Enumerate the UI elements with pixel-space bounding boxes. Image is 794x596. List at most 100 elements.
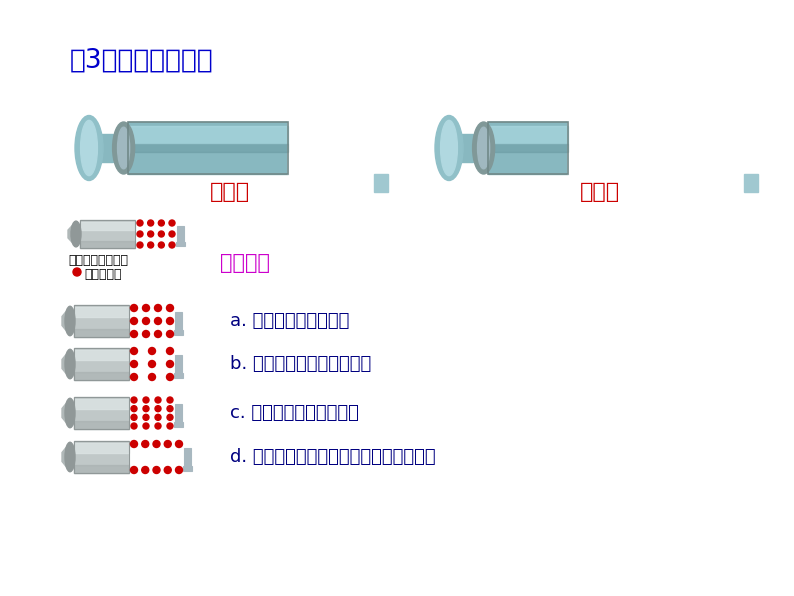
Circle shape [137,242,143,248]
Circle shape [167,331,174,337]
Circle shape [130,331,137,337]
Ellipse shape [118,127,129,169]
Bar [175,355,182,373]
Circle shape [142,318,149,324]
Circle shape [142,305,149,312]
Bar [94,135,113,162]
Circle shape [155,305,161,312]
Bar [128,122,288,174]
Bar [129,305,175,337]
Ellipse shape [435,116,463,181]
Ellipse shape [65,398,75,428]
Ellipse shape [65,442,75,471]
Polygon shape [62,306,70,336]
Circle shape [142,467,148,473]
Bar [74,305,129,337]
Circle shape [167,423,173,429]
Circle shape [167,318,174,324]
Circle shape [142,331,149,337]
Bar [74,441,129,473]
Ellipse shape [441,120,457,176]
Bar [129,397,175,429]
Ellipse shape [477,127,490,169]
Polygon shape [62,443,70,471]
Bar [74,348,129,380]
Circle shape [155,406,161,412]
Circle shape [148,361,156,368]
Text: b. 分子之间的间隔变大了？: b. 分子之间的间隔变大了？ [230,355,372,373]
Circle shape [167,414,173,420]
Text: 加热后: 加热后 [580,182,620,202]
Bar [80,241,135,248]
Bar [177,226,184,242]
Circle shape [155,423,161,429]
Bar [488,144,568,151]
Circle shape [158,220,164,226]
Circle shape [148,220,154,226]
Circle shape [131,423,137,429]
Text: 我猜想：: 我猜想： [220,253,270,273]
Bar [568,122,758,174]
Circle shape [143,423,149,429]
Circle shape [143,397,149,403]
Circle shape [155,318,161,324]
Bar [135,220,177,248]
Bar [288,122,388,174]
Circle shape [137,220,143,226]
Circle shape [142,440,148,448]
Ellipse shape [65,349,75,378]
Ellipse shape [472,122,495,174]
Bar [74,350,129,359]
Bar [128,144,288,151]
Ellipse shape [75,116,103,181]
Circle shape [130,318,137,324]
Text: 表示水分子: 表示水分子 [84,268,121,281]
Bar [374,174,388,192]
Polygon shape [62,399,70,427]
Circle shape [155,331,161,337]
Bar [74,399,129,409]
Bar [488,126,568,144]
Bar [744,174,758,192]
Bar [175,312,182,330]
Bar [74,397,129,429]
Circle shape [167,361,174,368]
Circle shape [143,406,149,412]
Circle shape [130,347,137,355]
Bar [128,126,288,144]
Text: c. 水分子的数目增多了？: c. 水分子的数目增多了？ [230,404,359,422]
Circle shape [175,467,183,473]
Circle shape [167,305,174,312]
Text: 封闭在针筒中的水: 封闭在针筒中的水 [68,254,128,267]
Circle shape [167,374,174,380]
Bar [74,421,129,429]
Bar [175,404,182,422]
Circle shape [169,231,175,237]
Bar [74,307,129,316]
Circle shape [155,414,161,420]
Circle shape [153,467,160,473]
Circle shape [130,440,137,448]
Bar [74,329,129,337]
Circle shape [130,305,137,312]
Circle shape [130,374,137,380]
Circle shape [131,397,137,403]
Bar [74,443,129,452]
Bar [74,397,129,429]
Circle shape [148,374,156,380]
Circle shape [158,231,164,237]
Bar [183,466,192,471]
Bar [176,242,185,246]
Circle shape [73,268,81,276]
Text: a. 水分子本身变大了？: a. 水分子本身变大了？ [230,312,349,330]
Bar [129,441,184,473]
Circle shape [164,440,172,448]
Circle shape [169,220,175,226]
Bar [488,122,568,174]
Ellipse shape [71,221,81,247]
Text: （3）分子间有间隔: （3）分子间有间隔 [70,48,214,74]
Circle shape [148,242,154,248]
Bar [174,422,183,427]
Circle shape [175,440,183,448]
Bar [128,122,288,174]
